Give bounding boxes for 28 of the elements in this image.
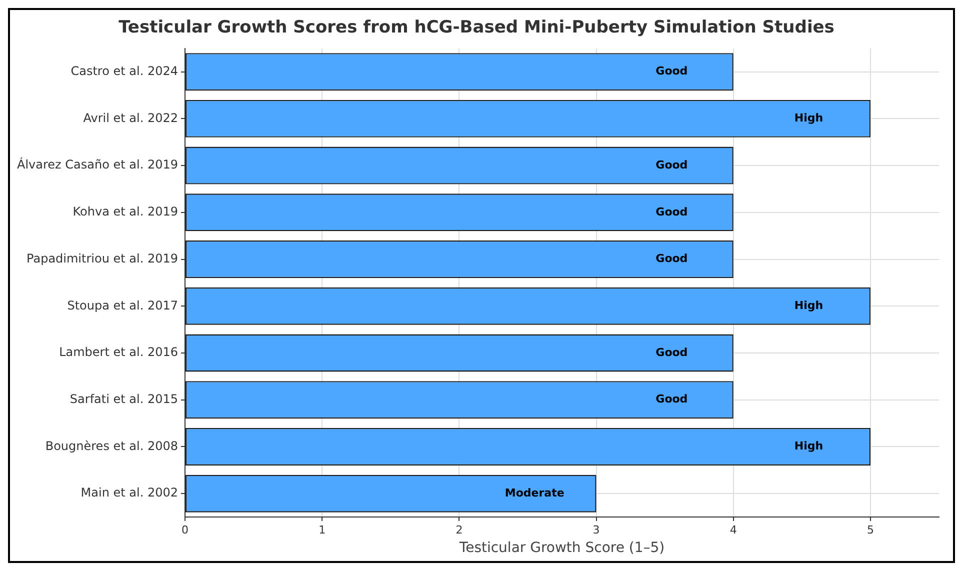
data-label: High	[794, 298, 824, 312]
y-tick-label: Sarfati et al. 2015	[70, 392, 178, 406]
y-tick-label: Álvarez Casaño et al. 2019	[16, 156, 178, 172]
y-tick-label: Papadimitriou et al. 2019	[26, 251, 178, 266]
data-label: Good	[656, 346, 688, 359]
x-tick-label: 4	[730, 523, 737, 536]
data-label: Good	[656, 392, 688, 406]
data-label: High	[794, 440, 824, 453]
data-label: Good	[656, 205, 688, 218]
y-tick-label: Bougnères et al. 2008	[45, 438, 178, 453]
y-tick-label: Kohva et al. 2019	[72, 204, 178, 219]
data-label: High	[794, 112, 824, 125]
data-label: Good	[656, 252, 688, 266]
y-tick-label: Main et al. 2002	[80, 486, 178, 500]
data-label: Good	[656, 158, 688, 172]
x-tick-label: 0	[182, 523, 189, 536]
x-axis-title: Testicular Growth Score (1–5)	[458, 540, 665, 556]
y-tick-label: Stoupa et al. 2017	[67, 298, 178, 312]
data-label: Moderate	[504, 486, 564, 500]
x-tick-label: 3	[592, 523, 600, 536]
x-tick-label: 2	[456, 523, 463, 536]
y-tick-label: Lambert et al. 2016	[59, 345, 178, 360]
x-tick-label: 1	[318, 523, 326, 536]
x-tick-label: 5	[866, 523, 874, 536]
chart-title: Testicular Growth Scores from hCG-Based Mini-Puberty Simulation Studies	[118, 18, 834, 38]
y-tick-label: Castro et al. 2024	[70, 64, 178, 78]
data-label: Good	[656, 64, 688, 78]
y-tick-label: Avril et al. 2022	[83, 110, 178, 125]
